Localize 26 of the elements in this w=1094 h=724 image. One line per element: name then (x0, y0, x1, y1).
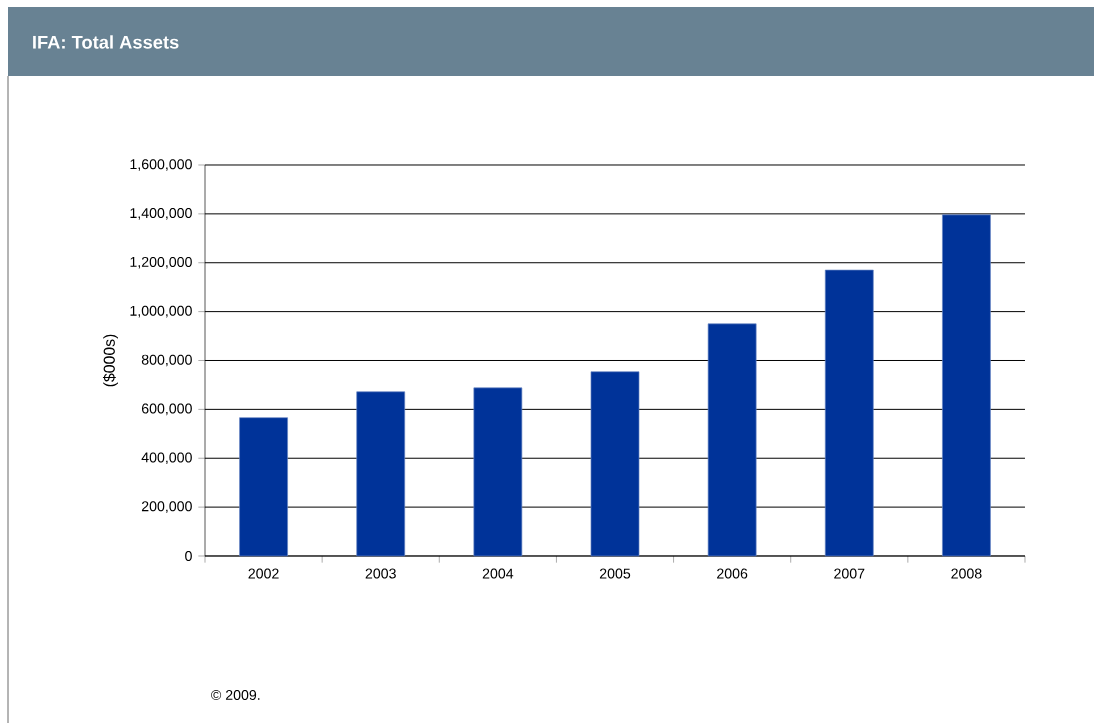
x-tick-label: 2007 (834, 568, 865, 579)
y-tick-label: 0 (185, 551, 192, 562)
y-tick-label: 1,200,000 (130, 256, 192, 269)
bar (473, 387, 523, 557)
x-tick-label: 2005 (599, 568, 631, 579)
x-tick-label: 2002 (248, 568, 279, 579)
x-tick-label: 2003 (365, 568, 396, 579)
bar (942, 214, 991, 557)
y-tick-label: 400,000 (141, 452, 192, 465)
y-tick-label: 200,000 (141, 501, 192, 514)
bar (824, 269, 874, 557)
y-tick-label: 1,600,000 (130, 159, 192, 171)
bar (239, 417, 288, 557)
x-tick-label: 2006 (717, 568, 748, 579)
y-axis-title: ($000s) (102, 334, 118, 387)
y-tick-label: 800,000 (141, 354, 192, 367)
x-tick-label: 2008 (951, 568, 982, 579)
bar (590, 371, 640, 557)
text: © 2009. (211, 690, 260, 701)
x-tick-label: 2004 (482, 568, 514, 579)
y-tick-label: 1,400,000 (130, 208, 192, 220)
y-tick-label: 600,000 (141, 403, 192, 416)
bar (356, 391, 406, 557)
y-tick-label: 1,000,000 (130, 305, 192, 318)
chart-title: IFA: Total Assets (33, 35, 179, 49)
bar (707, 323, 757, 557)
